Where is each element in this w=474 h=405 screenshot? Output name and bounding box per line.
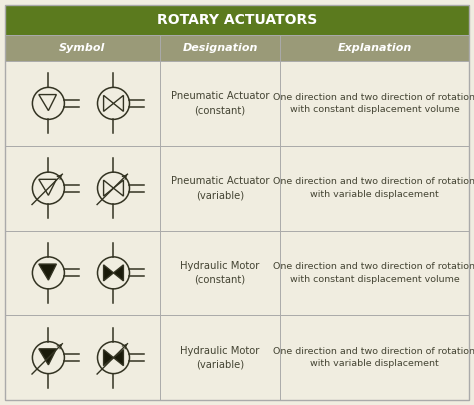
Text: Symbol: Symbol bbox=[59, 43, 106, 53]
Polygon shape bbox=[104, 95, 113, 111]
Text: Explanation: Explanation bbox=[337, 43, 411, 53]
Polygon shape bbox=[39, 95, 56, 111]
Text: Pneumatic Actuator
(constant): Pneumatic Actuator (constant) bbox=[171, 92, 269, 115]
Circle shape bbox=[98, 87, 129, 119]
Circle shape bbox=[32, 172, 64, 204]
Bar bbox=[5, 61, 469, 146]
Bar bbox=[5, 5, 469, 35]
Polygon shape bbox=[113, 350, 123, 366]
Polygon shape bbox=[104, 180, 113, 196]
Text: Hydraulic Motor
(constant): Hydraulic Motor (constant) bbox=[180, 261, 260, 285]
Circle shape bbox=[32, 257, 64, 289]
Circle shape bbox=[98, 172, 129, 204]
Text: ROTARY ACTUATORS: ROTARY ACTUATORS bbox=[157, 13, 317, 27]
Text: Pneumatic Actuator
(variable): Pneumatic Actuator (variable) bbox=[171, 176, 269, 200]
Polygon shape bbox=[39, 264, 56, 280]
Polygon shape bbox=[113, 180, 123, 196]
Text: Hydraulic Motor
(variable): Hydraulic Motor (variable) bbox=[180, 345, 260, 370]
Circle shape bbox=[32, 342, 64, 374]
Polygon shape bbox=[113, 95, 123, 111]
Text: One direction and two direction of rotation
with constant displacement volume: One direction and two direction of rotat… bbox=[273, 93, 474, 114]
Circle shape bbox=[98, 257, 129, 289]
Text: One direction and two direction of rotation
with variable displacement: One direction and two direction of rotat… bbox=[273, 347, 474, 369]
Polygon shape bbox=[39, 349, 56, 365]
Text: One direction and two direction of rotation
with variable displacement: One direction and two direction of rotat… bbox=[273, 177, 474, 199]
Text: One direction and two direction of rotation
with constant displacement volume: One direction and two direction of rotat… bbox=[273, 262, 474, 284]
Bar bbox=[5, 35, 469, 61]
Bar bbox=[5, 315, 469, 400]
Polygon shape bbox=[113, 265, 123, 281]
Bar bbox=[5, 146, 469, 230]
Polygon shape bbox=[39, 179, 56, 195]
Polygon shape bbox=[104, 350, 113, 366]
Circle shape bbox=[32, 87, 64, 119]
Bar bbox=[5, 230, 469, 315]
Polygon shape bbox=[104, 265, 113, 281]
Text: Designation: Designation bbox=[182, 43, 258, 53]
Circle shape bbox=[98, 342, 129, 374]
